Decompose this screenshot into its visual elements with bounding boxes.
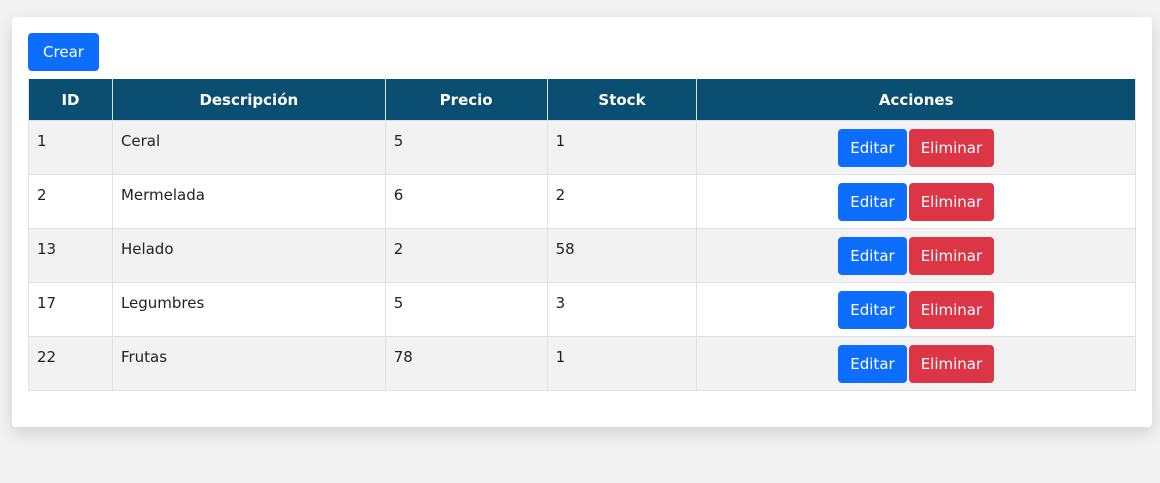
table-row: 17 Legumbres 5 3 Editar Eliminar — [28, 282, 1136, 337]
cell-id: 22 — [28, 336, 113, 391]
delete-button[interactable]: Eliminar — [908, 237, 995, 275]
cell-description: Mermelada — [111, 174, 386, 229]
create-button[interactable]: Crear — [28, 33, 99, 71]
delete-button[interactable]: Eliminar — [908, 129, 995, 167]
edit-button[interactable]: Editar — [838, 183, 907, 221]
edit-button[interactable]: Editar — [838, 345, 907, 383]
header-id: ID — [28, 79, 113, 121]
table-row: 22 Frutas 78 1 Editar Eliminar — [28, 336, 1136, 391]
header-description: Descripción — [111, 79, 386, 121]
products-card: Crear ID Descripción Precio Stock Accion… — [12, 17, 1152, 427]
cell-price: 78 — [384, 336, 548, 391]
cell-stock: 1 — [546, 336, 698, 391]
cell-price: 5 — [384, 282, 548, 337]
delete-button[interactable]: Eliminar — [908, 183, 995, 221]
cell-actions: Editar Eliminar — [696, 120, 1136, 175]
cell-actions: Editar Eliminar — [696, 282, 1136, 337]
header-price: Precio — [384, 79, 548, 121]
table-row: 2 Mermelada 6 2 Editar Eliminar — [28, 174, 1136, 229]
delete-button[interactable]: Eliminar — [908, 291, 995, 329]
table-row: 1 Ceral 5 1 Editar Eliminar — [28, 120, 1136, 175]
cell-actions: Editar Eliminar — [696, 228, 1136, 283]
cell-description: Legumbres — [111, 282, 386, 337]
products-table: ID Descripción Precio Stock Acciones 1 C… — [28, 79, 1136, 391]
edit-button[interactable]: Editar — [838, 129, 907, 167]
cell-id: 17 — [28, 282, 113, 337]
header-stock: Stock — [546, 79, 698, 121]
cell-price: 6 — [384, 174, 548, 229]
table-header-row: ID Descripción Precio Stock Acciones — [28, 79, 1136, 121]
cell-stock: 2 — [546, 174, 698, 229]
cell-price: 5 — [384, 120, 548, 175]
edit-button[interactable]: Editar — [838, 291, 907, 329]
header-actions: Acciones — [696, 79, 1136, 121]
cell-description: Frutas — [111, 336, 386, 391]
cell-price: 2 — [384, 228, 548, 283]
edit-button[interactable]: Editar — [838, 237, 907, 275]
cell-actions: Editar Eliminar — [696, 174, 1136, 229]
cell-id: 1 — [28, 120, 113, 175]
cell-stock: 1 — [546, 120, 698, 175]
cell-description: Helado — [111, 228, 386, 283]
cell-id: 13 — [28, 228, 113, 283]
table-row: 13 Helado 2 58 Editar Eliminar — [28, 228, 1136, 283]
cell-actions: Editar Eliminar — [696, 336, 1136, 391]
delete-button[interactable]: Eliminar — [908, 345, 995, 383]
cell-id: 2 — [28, 174, 113, 229]
cell-stock: 3 — [546, 282, 698, 337]
cell-description: Ceral — [111, 120, 386, 175]
cell-stock: 58 — [546, 228, 698, 283]
